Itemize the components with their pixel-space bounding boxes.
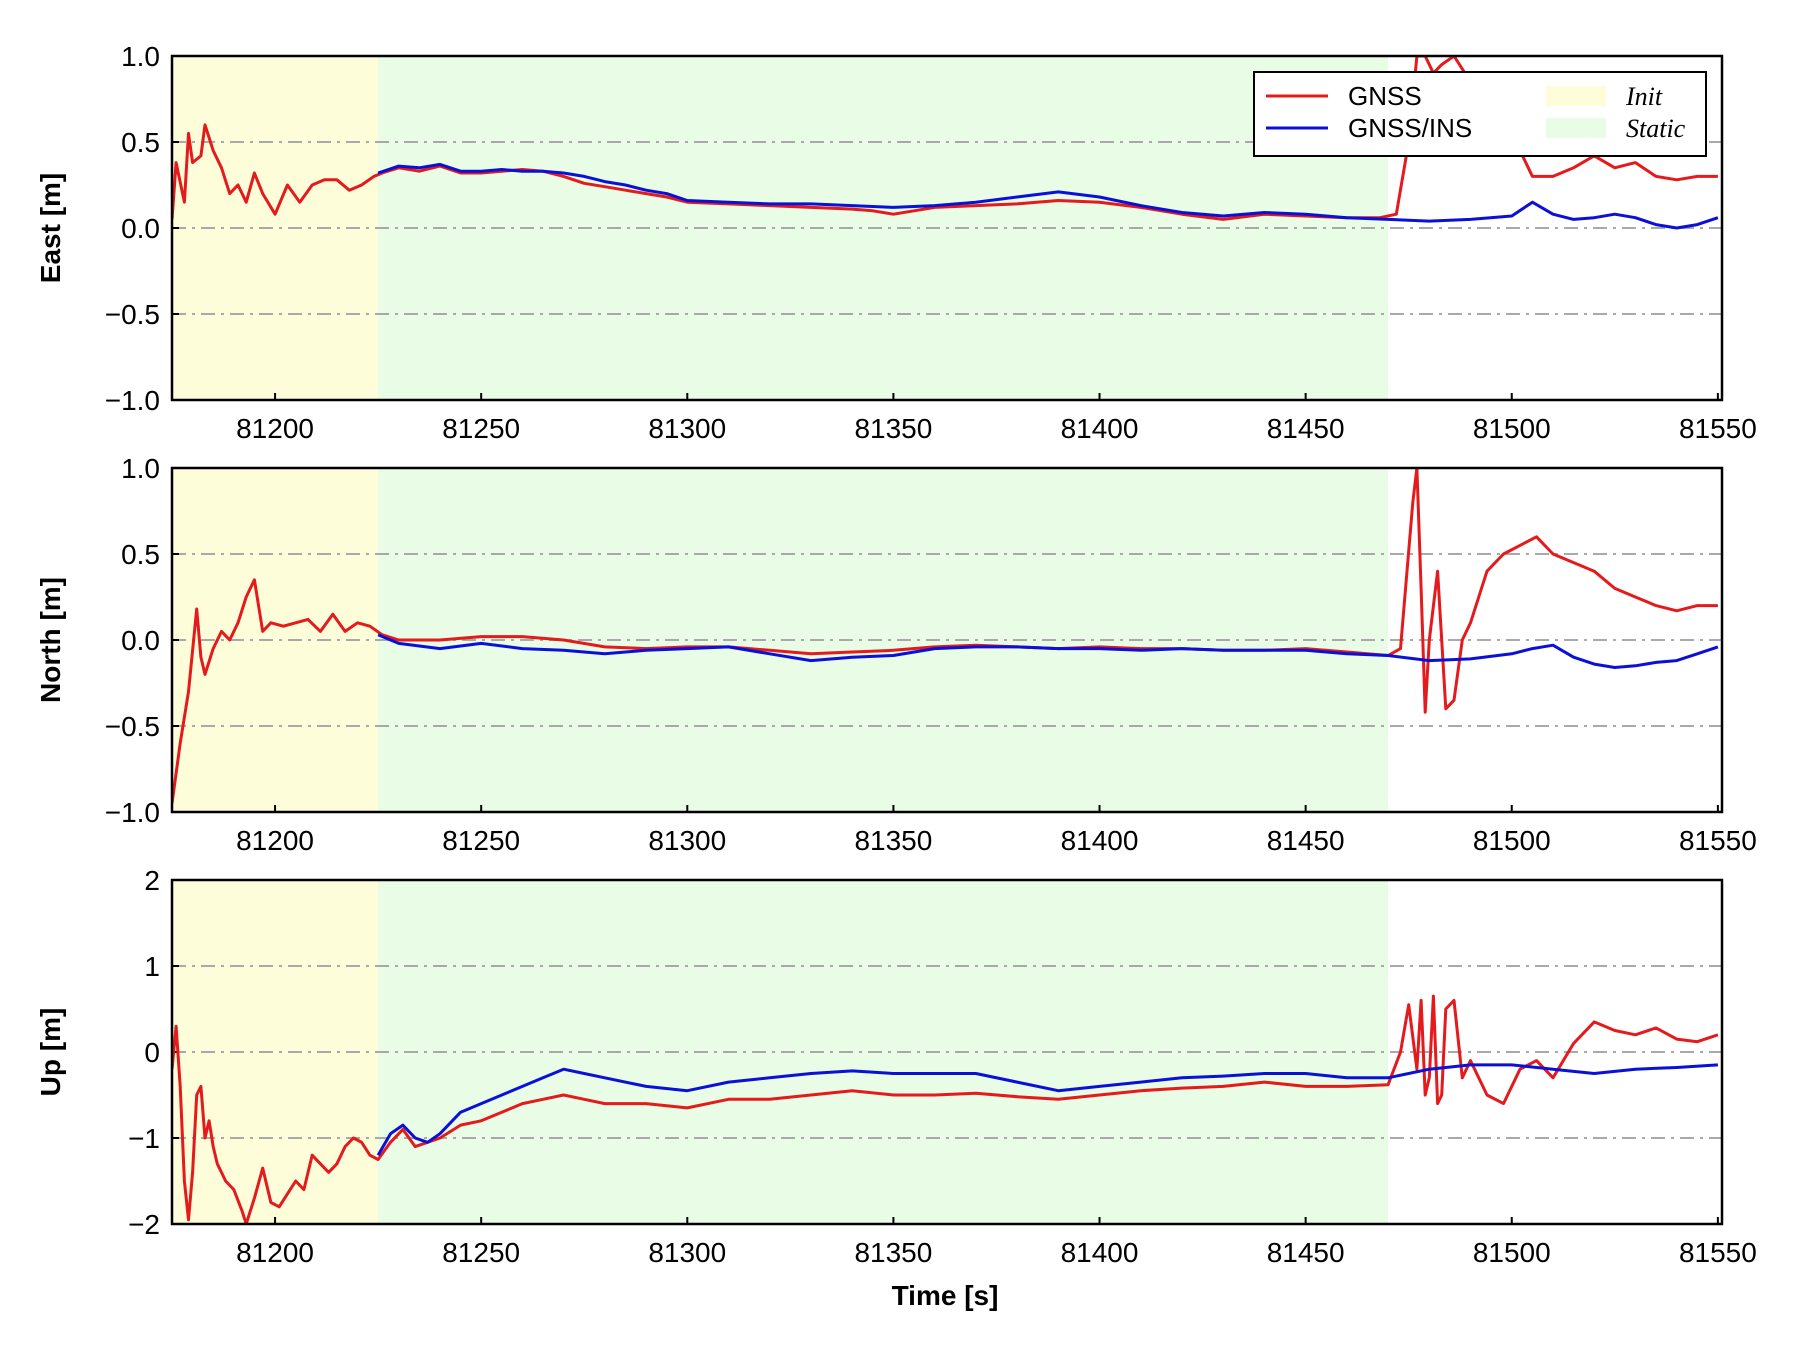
legend-label-gnss-ins: GNSS/INS [1348,113,1472,143]
x-tick-label: 81500 [1473,825,1551,856]
x-tick-label: 81200 [236,1237,314,1268]
x-tick-label: 81550 [1679,825,1757,856]
x-tick-label: 81300 [648,413,726,444]
y-tick-label: 0.0 [121,213,160,244]
series-line-gnss-ins-up [376,1063,1718,1156]
y-axis-label-north: North [m] [35,577,66,703]
legend-frame [1253,71,1707,157]
x-tick-label: 81550 [1679,413,1757,444]
subplot-north: 1.0 0.5 0.0 −0.5 −1.0 81200 81250 81300 81350 814… [35,453,1757,856]
y-tick-label: −0.5 [105,711,160,742]
legend-label-init: Init [1625,82,1663,111]
y-tick-label: 0.5 [121,539,160,570]
series-line-gnss-up [172,994,1719,1224]
x-tick-label: 81450 [1267,413,1345,444]
x-tick-label: 81200 [236,413,314,444]
x-tick-label: 81300 [648,825,726,856]
x-tick-label: 81400 [1061,413,1139,444]
subplot-east: 1.0 0.5 0.0 −0.5 −1.0 81200 81250 81300 81350 814… [35,41,1757,444]
y-axis-label-east: East [m] [35,173,66,283]
plot-frame-north [170,466,1724,814]
subplot-up: 2 1 0 −1 −2 81200 81250 81300 81350 81400 81450 815… [35,865,1757,1268]
y-tick-label: 1 [144,951,160,982]
y-tick-label: 1.0 [121,453,160,484]
legend-swatch-static [1546,118,1606,138]
y-tick-label: −1.0 [105,385,160,416]
legend-label-static: Static [1626,114,1686,143]
y-tick-label: 0 [144,1037,160,1068]
x-tick-label: 81450 [1267,825,1345,856]
plot-frame-up [170,878,1724,1226]
series-line-gnss-north [172,468,1718,804]
y-tick-label: 0.5 [121,127,160,158]
y-tick-label: −2 [128,1209,160,1240]
x-tick-label: 81350 [854,1237,932,1268]
x-tick-label: 81400 [1061,825,1139,856]
legend-swatch-init [1546,86,1606,106]
plot-frame-east [170,54,1724,402]
y-axis-label-up: Up [m] [35,1008,66,1097]
x-tick-label: 81300 [648,1237,726,1268]
x-tick-label: 81250 [442,413,520,444]
x-tick-label: 81250 [442,825,520,856]
y-tick-label: −1.0 [105,797,160,828]
y-tick-label: 2 [144,865,160,896]
x-tick-label: 81550 [1679,1237,1757,1268]
x-tick-label: 81350 [854,413,932,444]
x-tick-label: 81500 [1473,413,1551,444]
y-tick-label: 1.0 [121,41,160,72]
series-line-gnss-east [172,56,1718,221]
x-tick-label: 81400 [1061,1237,1139,1268]
x-tick-label: 81350 [854,825,932,856]
y-tick-label: −1 [128,1123,160,1154]
x-axis-label: Time [s] [892,1280,999,1311]
x-tick-label: 81200 [236,825,314,856]
x-tick-label: 81500 [1473,1237,1551,1268]
series-line-gnss-ins-east [377,162,1719,230]
y-tick-label: −0.5 [105,299,160,330]
series-line-gnss-ins-north [377,633,1719,669]
y-tick-label: 0.0 [121,625,160,656]
x-tick-label: 81450 [1267,1237,1345,1268]
legend-label-gnss: GNSS [1348,81,1422,111]
x-tick-label: 81250 [442,1237,520,1268]
